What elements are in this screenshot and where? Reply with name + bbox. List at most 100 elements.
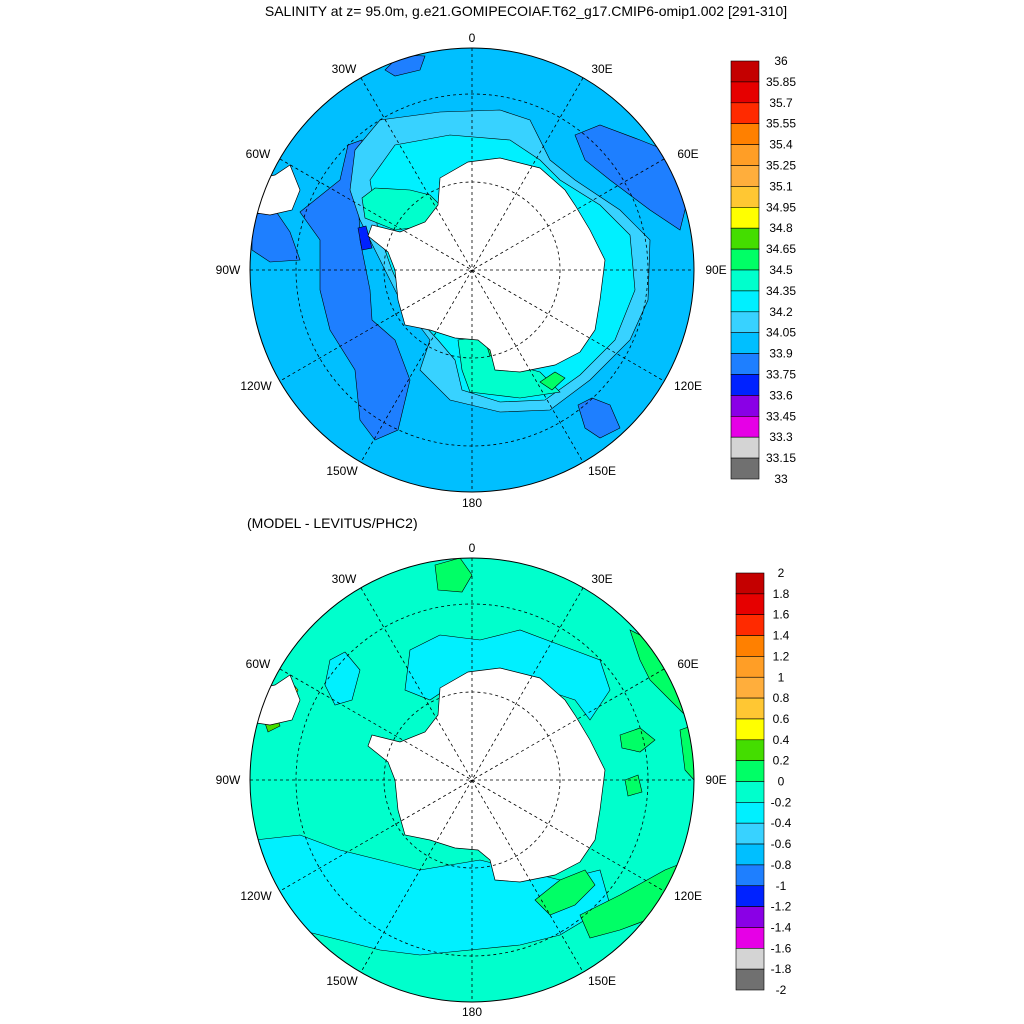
bottom-colorbar-swatch (735, 614, 765, 636)
top-colorbar-label: 35.1 (769, 179, 793, 193)
bottom-colorbar-label: 2 (778, 566, 785, 580)
top-lon-30w: 30W (332, 62, 357, 76)
bottom-pos-north (434, 558, 473, 593)
top-lon-120e: 120E (674, 379, 702, 393)
bottom-colorbar-label: -0.2 (771, 795, 792, 809)
bottom-colorbar-swatch (735, 885, 765, 907)
top-colorbar-label: 35.55 (766, 117, 796, 131)
bottom-colorbar-swatch (735, 781, 765, 803)
bottom-colorbar-swatch (735, 822, 765, 845)
top-colorbar-label: 33.75 (766, 368, 796, 382)
top-fresh-band-west (299, 139, 411, 441)
bottom-pos-ross-shelf (534, 869, 596, 916)
top-colorbar-swatch (730, 186, 760, 208)
bottom-colorbar-label: 0.8 (773, 691, 790, 705)
top-colorbar-label: 33.45 (766, 409, 796, 423)
bottom-lon-60w: 60W (246, 657, 271, 671)
bottom-colorbar-swatch (735, 802, 765, 824)
bottom-colorbar-label: -1.8 (771, 962, 792, 976)
bottom-colorbar-label: -0.6 (771, 837, 792, 851)
bottom-map-border (249, 557, 695, 1003)
bottom-neg-patch-west (324, 651, 361, 706)
top-colorbar-label: 34.8 (769, 221, 793, 235)
bottom-colorbar-swatch (735, 739, 765, 761)
bottom-map-title: (MODEL - LEVITUS/PHC2) (247, 515, 418, 531)
bottom-lon-0: 0 (469, 541, 476, 555)
top-lon-30e: 30E (591, 62, 612, 76)
top-colorbar-swatch (730, 81, 760, 104)
bottom-colorbar-swatch (735, 927, 765, 949)
bottom-colorbar-swatch (735, 760, 765, 782)
top-lon-90e: 90E (705, 263, 726, 277)
bottom-polar-map (250, 558, 694, 1002)
bottom-pos-se (579, 859, 694, 939)
bottom-antarctica (367, 667, 606, 883)
top-lon-0: 0 (469, 31, 476, 45)
bottom-colorbar-label: 0 (778, 775, 785, 789)
top-map-border (249, 47, 695, 493)
bottom-lon-90e: 90E (705, 773, 726, 787)
bottom-graticule (250, 558, 694, 1002)
bottom-lon-30w: 30W (332, 572, 357, 586)
bottom-colorbar-swatch (735, 697, 765, 720)
top-lon-150e: 150E (588, 464, 616, 478)
bottom-lon-180: 180 (462, 1005, 482, 1019)
bottom-colorbar-label: -2 (776, 983, 787, 997)
top-peninsula-deep (357, 225, 373, 251)
top-colorbar-label: 35.85 (766, 75, 796, 89)
top-colorbar-label: 33.3 (769, 430, 793, 444)
top-colorbar-swatch (730, 227, 760, 250)
bottom-colorbar-swatch (735, 906, 765, 928)
top-colorbar-swatch (730, 436, 760, 459)
bottom-lon-120e: 120E (674, 889, 702, 903)
top-colorbar-label: 34.05 (766, 326, 796, 340)
top-lon-60w: 60W (246, 147, 271, 161)
bottom-colorbar-label: 0.6 (773, 712, 790, 726)
bottom-colorbar-label: -1.6 (771, 941, 792, 955)
bottom-colorbar-label: 0.4 (773, 733, 790, 747)
bottom-colorbar-swatch (735, 593, 765, 615)
bottom-colorbar-swatch (735, 656, 765, 678)
top-colorbar-label: 33 (774, 472, 788, 486)
top-lon-60e: 60E (677, 147, 698, 161)
top-graticule (250, 48, 694, 492)
top-colorbar-swatch (730, 374, 760, 396)
bottom-colorbar-label: -0.8 (771, 858, 792, 872)
bottom-colorbar-label: 1.8 (773, 587, 790, 601)
bottom-colorbar-swatch (735, 947, 765, 970)
top-colorbar-swatch (730, 415, 760, 438)
top-colorbar-label: 34.35 (766, 284, 796, 298)
bottom-lon-150e: 150E (588, 974, 616, 988)
top-colorbar-label: 35.4 (769, 138, 793, 152)
top-colorbar-swatch (730, 457, 760, 480)
top-colorbar-swatch (730, 207, 760, 229)
bottom-pos-e1 (619, 727, 656, 753)
top-lon-180: 180 (462, 496, 482, 510)
top-colorbar-swatch (730, 60, 760, 83)
top-colorbar-label: 33.15 (766, 451, 796, 465)
bottom-colorbar-label: 1.4 (773, 629, 790, 643)
top-colorbar-swatch (730, 311, 760, 333)
bottom-colorbar: 2 1.8 1.6 1.4 1.2 1 0.8 0.6 0.4 0.2 0 -0.2 -0.4 -0.6 -… (735, 566, 792, 997)
bottom-colorbar-swatch (735, 572, 765, 595)
top-colorbar-swatch (730, 290, 760, 313)
top-colorbar-label: 34.5 (769, 263, 793, 277)
bottom-lon-60e: 60E (677, 657, 698, 671)
top-colorbar-label: 33.6 (769, 388, 793, 402)
top-colorbar-label: 34.95 (766, 200, 796, 214)
bottom-colorbar-label: -1.2 (771, 900, 792, 914)
top-colorbar-label: 33.9 (769, 347, 793, 361)
top-colorbar-swatch (730, 165, 760, 187)
top-colorbar-swatch (730, 102, 760, 125)
bottom-colorbar-label: 1 (778, 670, 785, 684)
bottom-lon-120w: 120W (240, 889, 272, 903)
bottom-colorbar-swatch (735, 676, 765, 699)
top-colorbar-label: 35.25 (766, 159, 796, 173)
top-map-title: SALINITY at z= 95.0m, g.e21.GOMIPECOIAF.… (265, 3, 787, 19)
bottom-lon-150w: 150W (326, 974, 358, 988)
top-colorbar-label: 34.2 (769, 305, 793, 319)
top-colorbar-swatch (730, 248, 760, 271)
top-colorbar-swatch (730, 123, 760, 145)
top-antarctica (367, 157, 606, 373)
